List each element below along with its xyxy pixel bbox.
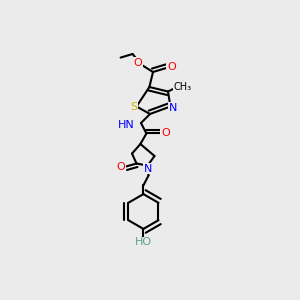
- Text: HN: HN: [118, 120, 135, 130]
- Text: CH₃: CH₃: [174, 82, 192, 92]
- Text: N: N: [143, 164, 152, 174]
- Text: O: O: [134, 58, 142, 68]
- Text: HO: HO: [135, 237, 152, 248]
- Text: O: O: [161, 128, 170, 139]
- Text: N: N: [169, 103, 178, 113]
- Text: S: S: [130, 101, 137, 112]
- Text: O: O: [116, 161, 125, 172]
- Text: O: O: [167, 62, 176, 73]
